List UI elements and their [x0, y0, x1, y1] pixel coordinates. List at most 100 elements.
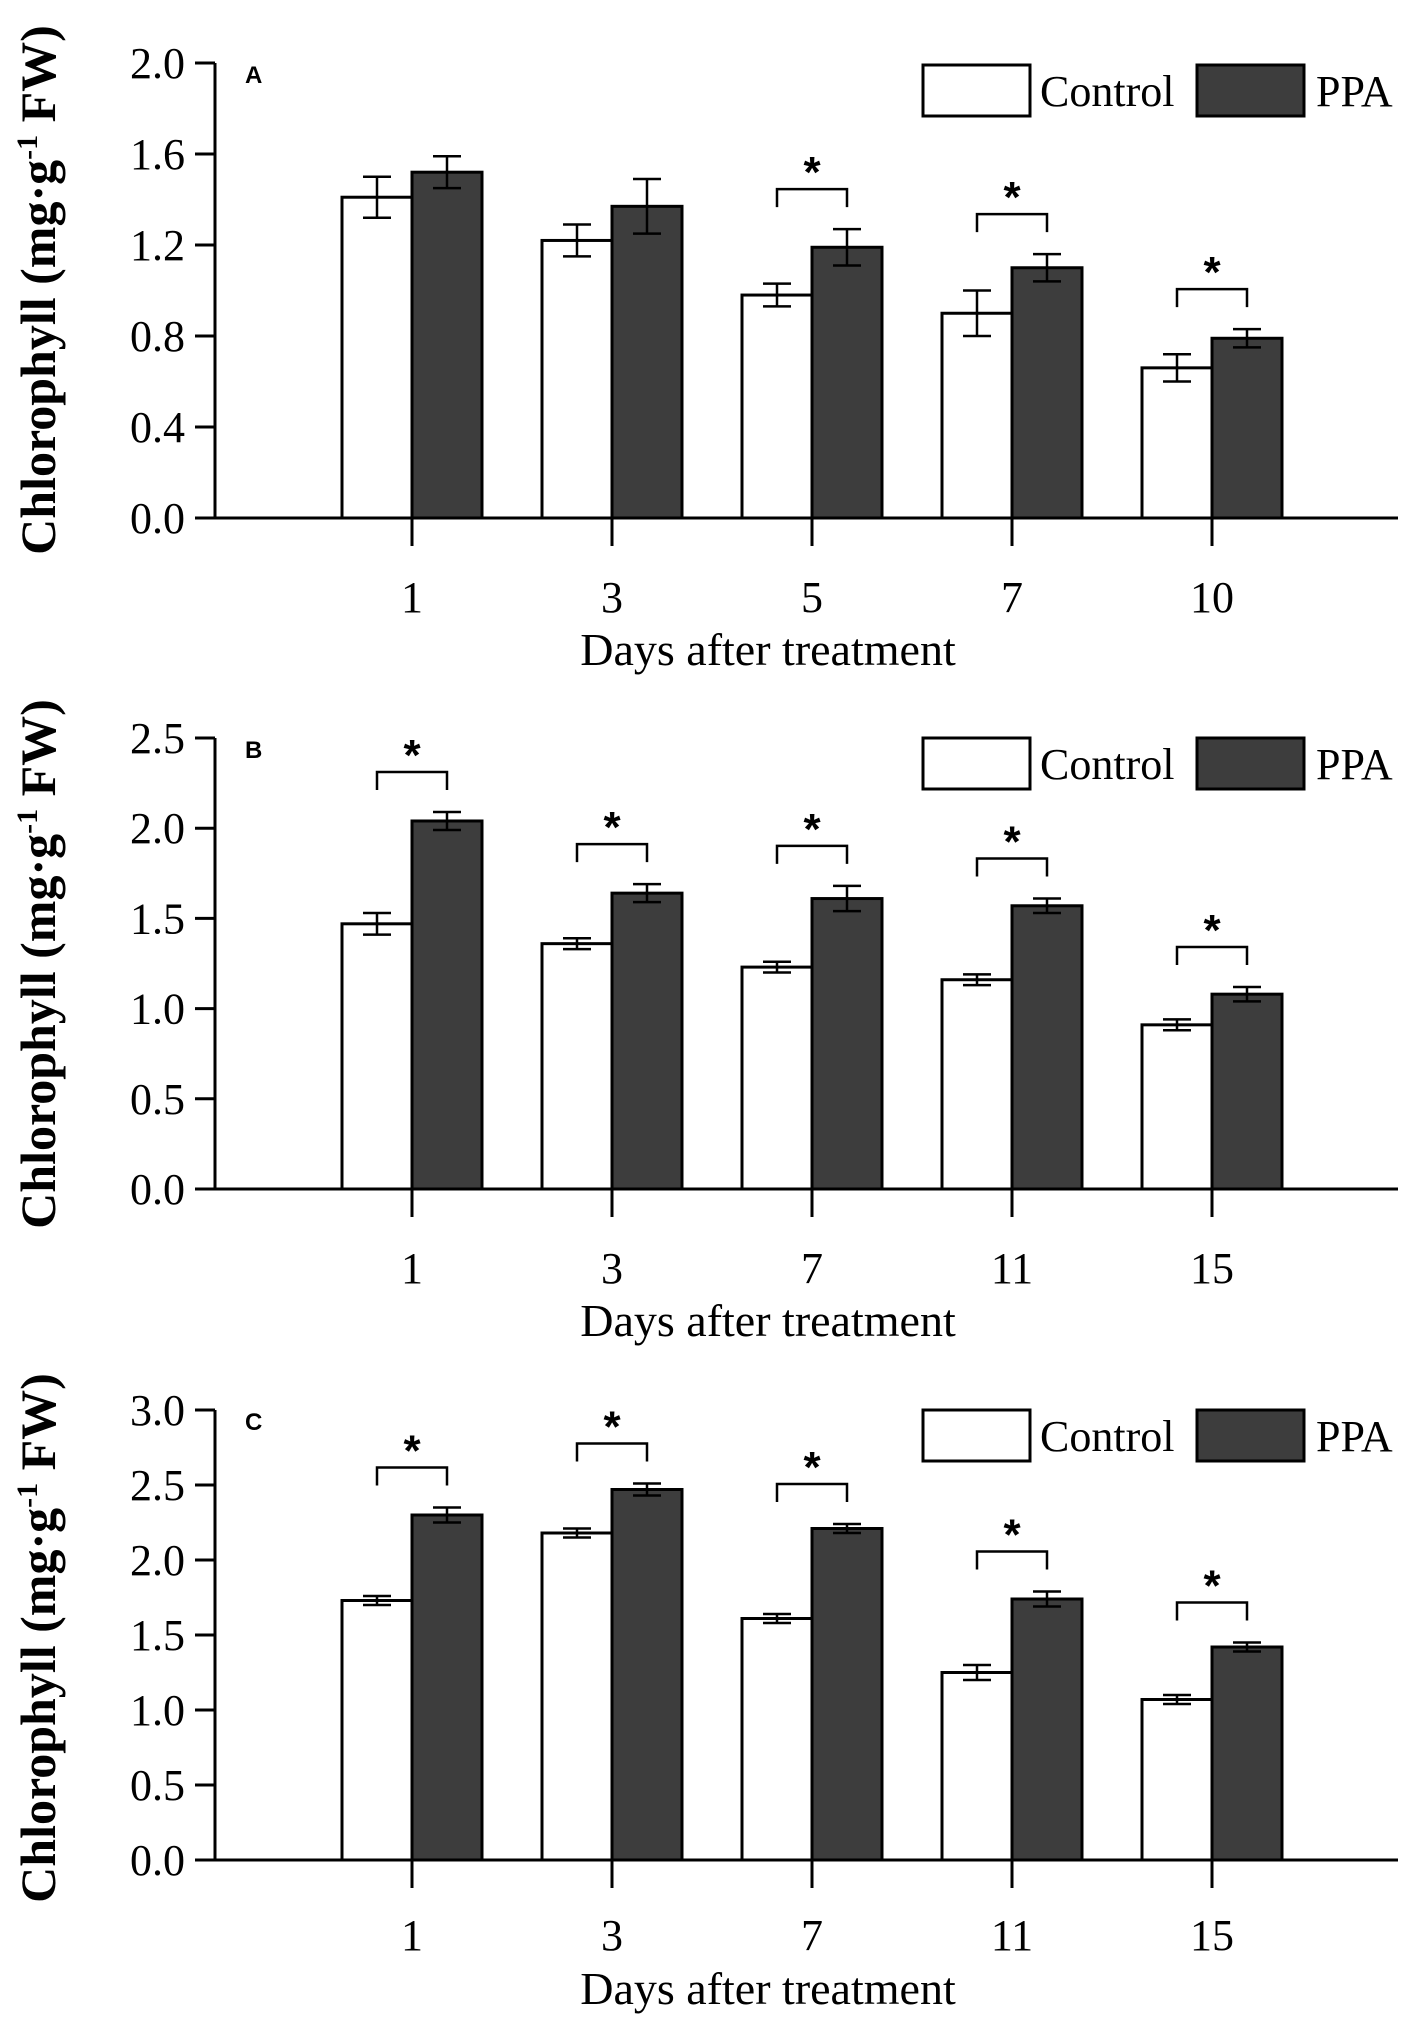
y-tick-label: 1.2: [130, 221, 185, 270]
significance-marker-7: *: [775, 805, 849, 864]
bar-ppa-10: [1210, 336, 1284, 520]
significance-star: *: [1203, 1562, 1221, 1611]
y-tick-label: 2.0: [130, 804, 185, 853]
legend-item-ppa: PPA: [1195, 63, 1393, 118]
significance-marker-15: *: [1175, 1562, 1249, 1621]
legend-swatch-control: [921, 736, 1032, 791]
legend-label-ppa: PPA: [1316, 1412, 1393, 1461]
error-bar-ppa-3: [633, 1482, 661, 1497]
legend-swatch-ppa: [1195, 1408, 1306, 1463]
y-tick-label: 1.5: [130, 894, 185, 943]
error-bar-ppa-3: [633, 882, 661, 904]
x-tick-label: 1: [401, 1244, 423, 1293]
bar-ppa-1: [410, 1513, 484, 1862]
x-tick-label: 1: [401, 1911, 423, 1960]
error-bar-control-7: [963, 289, 991, 338]
x-tick-label: 15: [1190, 1911, 1234, 1960]
y-tick-label: 0.4: [130, 403, 185, 452]
significance-bracket: [375, 1466, 449, 1486]
significance-marker-1: *: [375, 731, 449, 790]
bar-ppa-3: [610, 1488, 684, 1862]
significance-star: *: [1003, 173, 1021, 222]
y-axis-title-tail: FW): [10, 699, 66, 809]
y-tick-label: 1.6: [130, 130, 185, 179]
bar-ppa-7: [810, 1527, 884, 1862]
error-bar-ppa-10: [1233, 327, 1261, 349]
significance-bracket: [775, 844, 849, 864]
x-tick-label: 11: [991, 1244, 1033, 1293]
bar-ppa-1: [410, 170, 484, 520]
y-tick-label: 2.5: [130, 714, 185, 763]
bar-control-1: [340, 195, 414, 520]
error-bar-ppa-15: [1233, 1641, 1261, 1653]
significance-bracket: [375, 770, 449, 790]
bar-ppa-15: [1210, 1645, 1284, 1862]
bar-control-7: [740, 1617, 814, 1862]
legend-label-ppa: PPA: [1316, 740, 1393, 789]
y-axis-title: Chlorophyll (mg·g-1 FW): [10, 25, 66, 555]
significance-bracket: [775, 1482, 849, 1502]
y-axis-title-tail: FW): [10, 25, 66, 135]
significance-marker-15: *: [1175, 906, 1249, 965]
error-bar-ppa-1: [433, 810, 461, 832]
error-bar-ppa-5: [833, 227, 861, 267]
y-tick-label: 0.5: [130, 1761, 185, 1810]
bar-control-15: [1140, 1698, 1214, 1862]
significance-marker-3: *: [575, 1403, 649, 1462]
bar-control-1: [340, 922, 414, 1191]
y-tick-label: 1.5: [130, 1611, 185, 1660]
x-axis-title: Days after treatment: [580, 1963, 956, 2014]
y-axis-title-main: Chlorophyll (mg·g: [10, 160, 66, 555]
x-tick-label: 11: [991, 1911, 1033, 1960]
y-axis-title-superscript: -1: [11, 809, 44, 834]
legend-item-ppa: PPA: [1195, 1408, 1393, 1463]
error-bar-control-7: [763, 960, 791, 974]
x-tick-label: 3: [601, 1911, 623, 1960]
significance-bracket: [575, 842, 649, 863]
legend: Control PPA: [921, 63, 1393, 118]
error-bar-ppa-7: [1033, 252, 1061, 283]
x-tick-label: 7: [801, 1244, 823, 1293]
legend: Control PPA: [921, 736, 1393, 791]
y-tick-label: 0.8: [130, 312, 185, 361]
error-bar-control-10: [1163, 352, 1191, 383]
significance-star: *: [403, 731, 421, 780]
significance-star: *: [803, 805, 821, 854]
significance-bracket: [975, 212, 1049, 233]
chart-panel-c: 0.0 0.5 1.0 1.5 2.0 2.5 3.0 1 3 7 11 15 Days after t…: [10, 1373, 1398, 2014]
x-tick-label: 5: [801, 573, 823, 622]
error-bar-control-5: [763, 282, 791, 308]
legend-swatch-control: [921, 63, 1032, 118]
bar-ppa-1: [410, 819, 484, 1191]
error-bar-control-3: [563, 223, 591, 258]
significance-bracket: [575, 1442, 649, 1462]
significance-marker-5: *: [775, 148, 849, 208]
legend-item-control: Control: [921, 63, 1174, 118]
error-bar-control-15: [1163, 1693, 1191, 1706]
x-tick-label: 3: [601, 573, 623, 622]
x-axis-title: Days after treatment: [580, 624, 956, 675]
bar-control-11: [940, 978, 1014, 1191]
bar-control-7: [940, 311, 1014, 520]
bar-control-5: [740, 293, 814, 520]
error-bar-control-1: [363, 1594, 391, 1607]
error-bar-ppa-11: [1033, 1590, 1061, 1608]
error-bar-control-15: [1163, 1018, 1191, 1032]
y-axis-title-main: Chlorophyll (mg·g: [10, 1508, 66, 1903]
significance-bracket: [975, 1550, 1049, 1570]
error-bar-control-11: [963, 1663, 991, 1682]
y-axis-title-superscript: -1: [11, 135, 44, 160]
x-tick-label: 10: [1190, 573, 1234, 622]
panel-label: C: [245, 1409, 262, 1436]
significance-star: *: [603, 1403, 621, 1452]
significance-star: *: [403, 1427, 421, 1476]
significance-marker-11: *: [975, 1511, 1049, 1570]
significance-star: *: [1203, 906, 1221, 955]
legend-item-ppa: PPA: [1195, 736, 1393, 791]
bar-ppa-5: [810, 245, 884, 520]
bar-control-1: [340, 1599, 414, 1862]
bar-ppa-7: [1010, 266, 1084, 520]
y-tick-label: 0.5: [130, 1075, 185, 1124]
y-tick-label: 0.0: [130, 1165, 185, 1214]
significance-bracket: [1175, 1601, 1249, 1621]
